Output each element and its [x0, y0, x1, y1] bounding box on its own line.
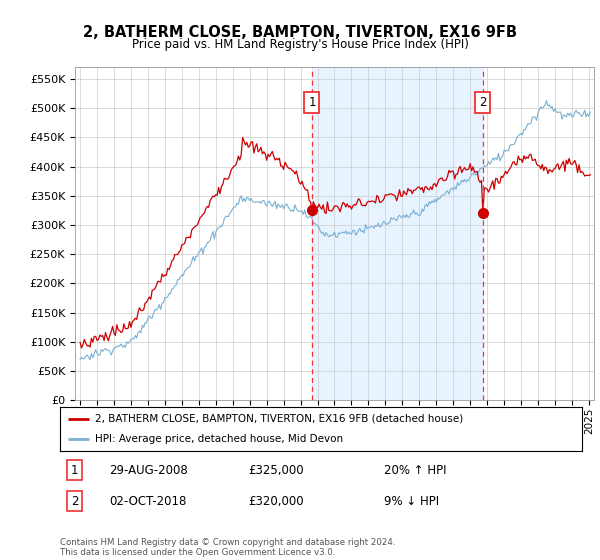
- Text: Contains HM Land Registry data © Crown copyright and database right 2024.
This d: Contains HM Land Registry data © Crown c…: [60, 538, 395, 557]
- Text: 1: 1: [71, 464, 79, 477]
- Text: £325,000: £325,000: [248, 464, 304, 477]
- Text: 20% ↑ HPI: 20% ↑ HPI: [383, 464, 446, 477]
- Bar: [312, 67, 483, 400]
- Text: 9% ↓ HPI: 9% ↓ HPI: [383, 494, 439, 507]
- Text: 2, BATHERM CLOSE, BAMPTON, TIVERTON, EX16 9FB: 2, BATHERM CLOSE, BAMPTON, TIVERTON, EX1…: [83, 25, 517, 40]
- Text: £320,000: £320,000: [248, 494, 304, 507]
- Text: 1: 1: [308, 96, 316, 109]
- Text: 29-AUG-2008: 29-AUG-2008: [110, 464, 188, 477]
- Text: 2, BATHERM CLOSE, BAMPTON, TIVERTON, EX16 9FB (detached house): 2, BATHERM CLOSE, BAMPTON, TIVERTON, EX1…: [95, 414, 464, 424]
- Text: HPI: Average price, detached house, Mid Devon: HPI: Average price, detached house, Mid …: [95, 434, 344, 444]
- Text: 2: 2: [71, 494, 79, 507]
- Text: 02-OCT-2018: 02-OCT-2018: [110, 494, 187, 507]
- Text: 2: 2: [479, 96, 487, 109]
- Text: Price paid vs. HM Land Registry's House Price Index (HPI): Price paid vs. HM Land Registry's House …: [131, 38, 469, 51]
